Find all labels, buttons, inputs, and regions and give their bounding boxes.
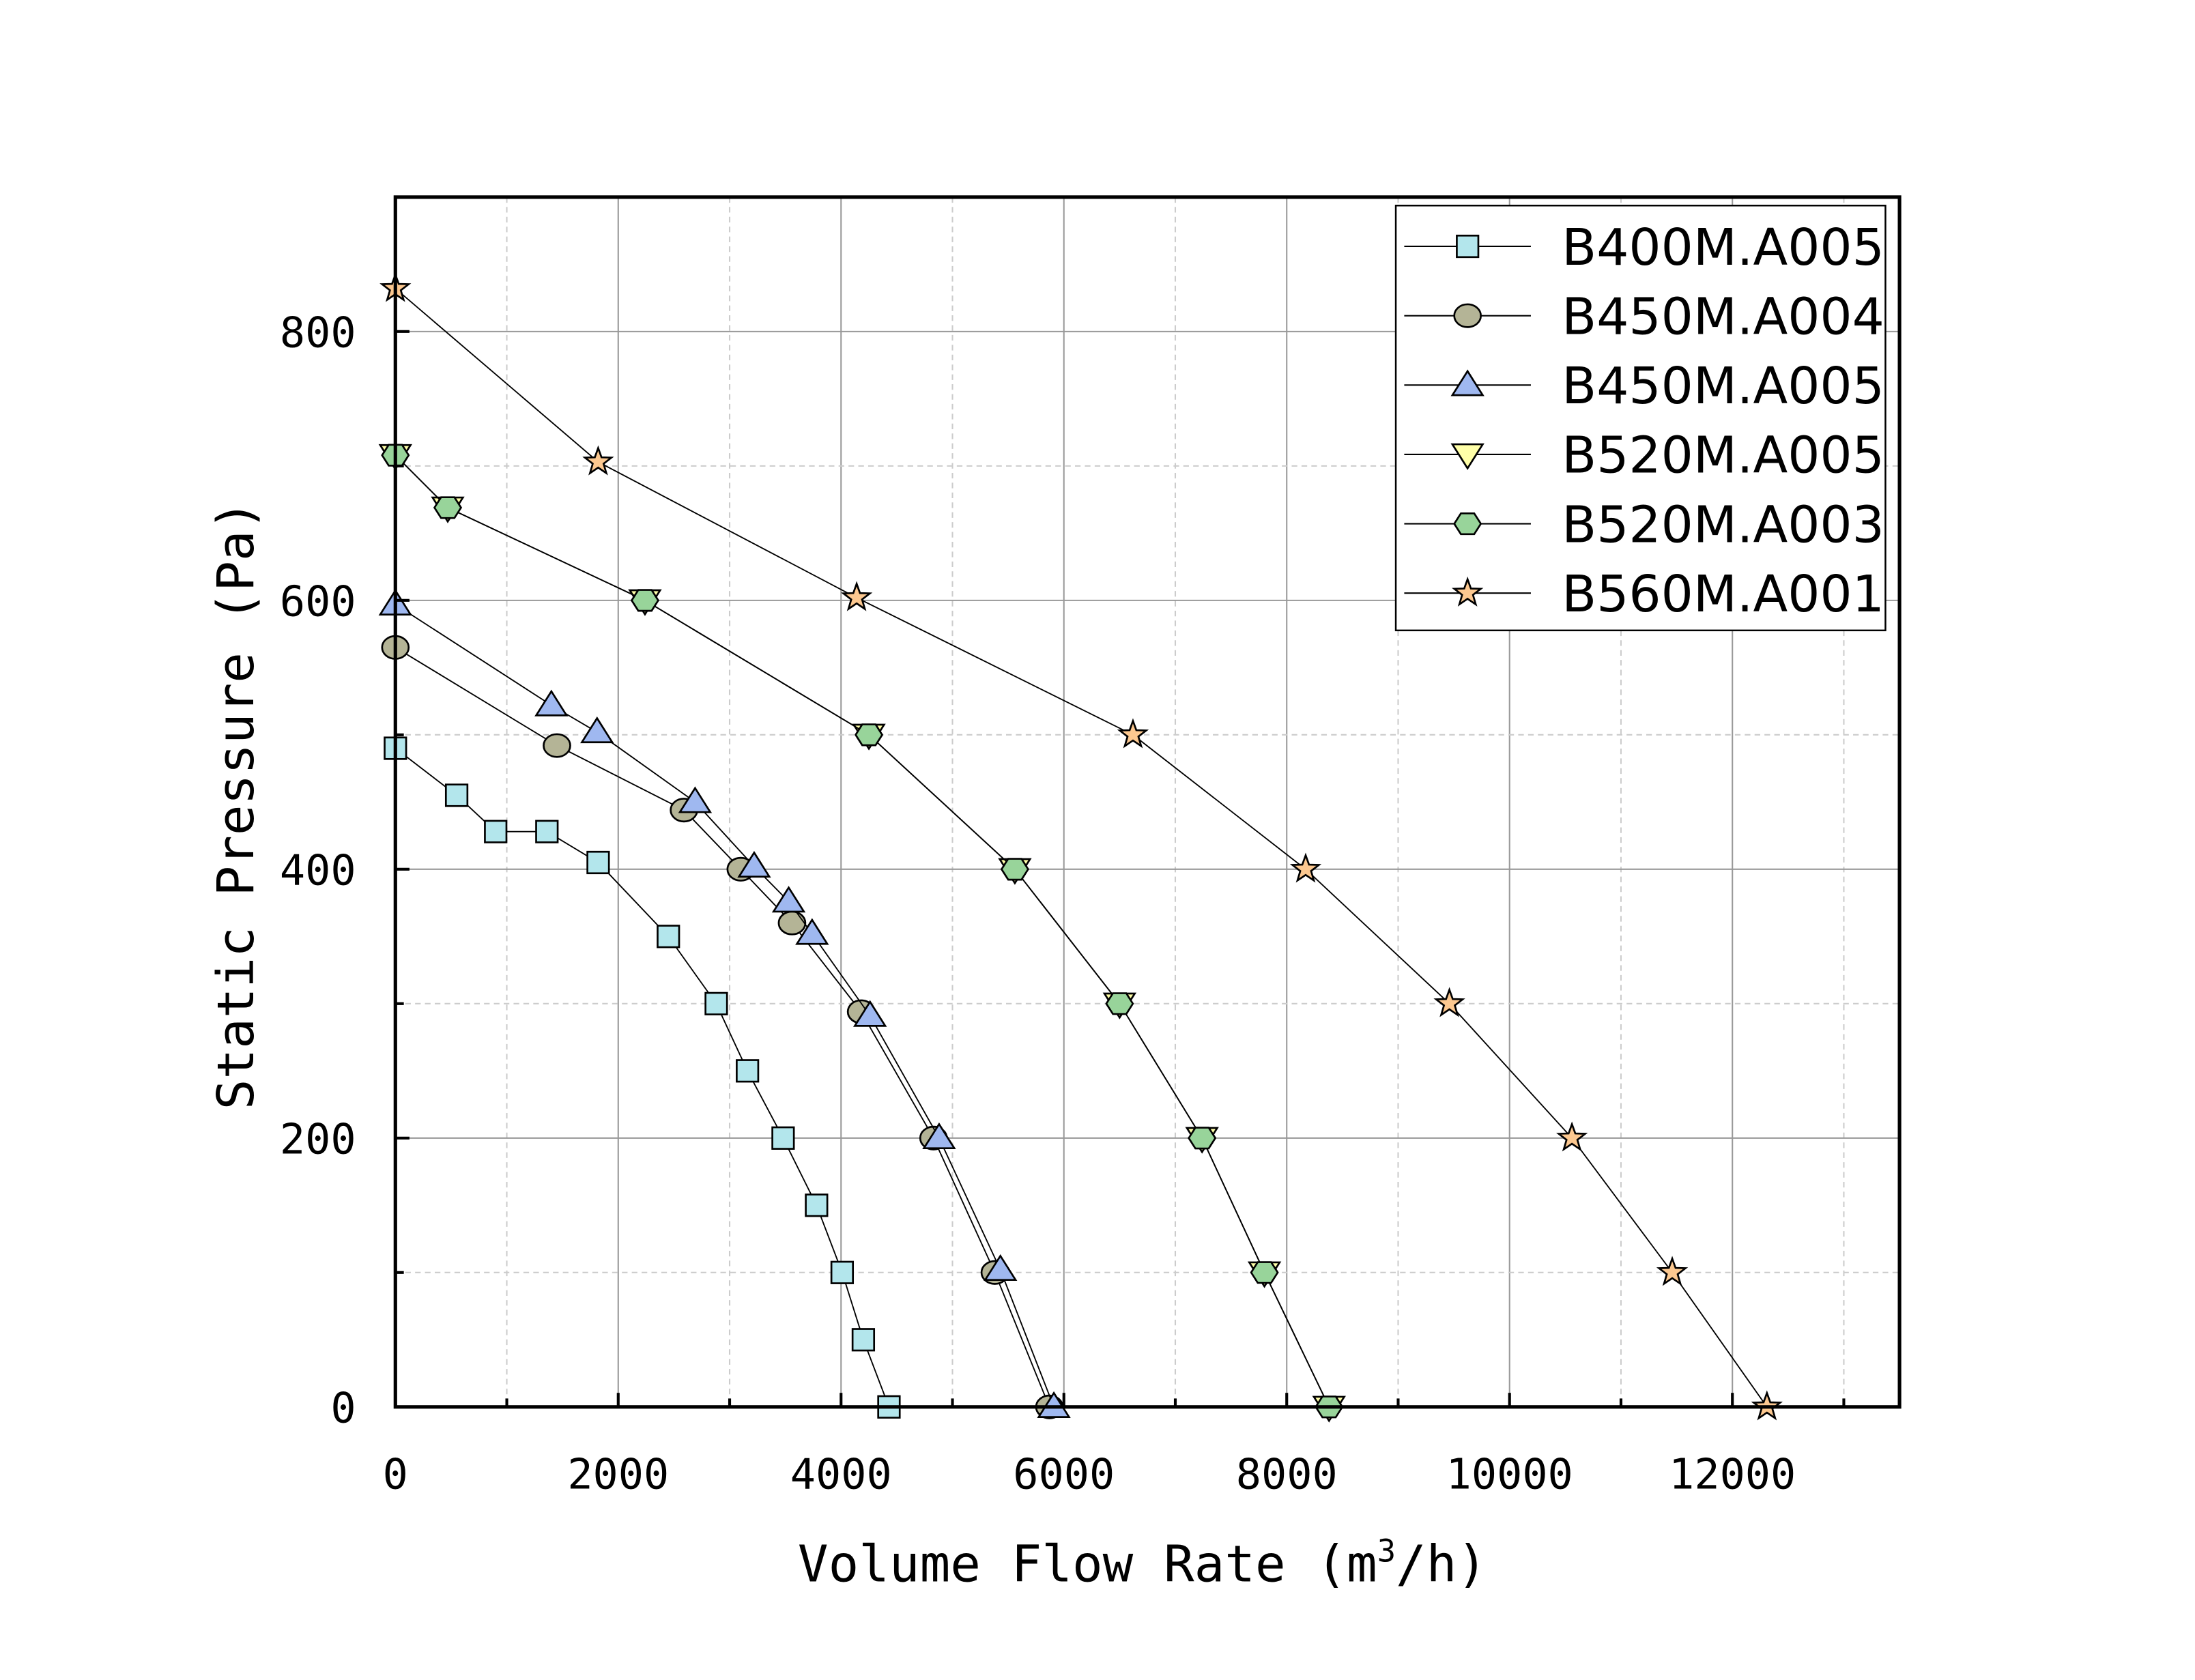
data-point (433, 496, 463, 519)
data-point (830, 1260, 855, 1284)
x-tick-label: 12000 (1669, 1449, 1796, 1498)
data-point (771, 1126, 795, 1150)
plot-frame (393, 195, 1902, 1409)
x-axis-label: Volume Flow Rate (m3/h) (798, 1533, 1487, 1594)
legend-marker (1453, 512, 1482, 536)
series-B400M.A005 (384, 736, 901, 1419)
data-point (984, 1254, 1018, 1281)
series-B450M.A005 (378, 588, 1071, 1418)
legend-marker (1452, 576, 1484, 607)
data-point (704, 991, 728, 1015)
x-tick-label: 8000 (1236, 1449, 1338, 1498)
x-tick-label: 0 (383, 1449, 408, 1498)
legend-label: B560M.A001 (1562, 564, 1884, 624)
data-point (1250, 1261, 1279, 1284)
data-point (737, 850, 771, 878)
data-point (657, 925, 680, 948)
data-point (543, 733, 571, 758)
data-point (851, 1328, 876, 1352)
data-point (777, 910, 807, 936)
data-point (922, 1122, 956, 1150)
legend-label: B400M.A005 (1562, 218, 1884, 277)
data-point (1656, 1256, 1689, 1286)
data-point (1105, 992, 1134, 1015)
legend-marker (1456, 234, 1480, 259)
data-point (1289, 852, 1322, 883)
data-point (1117, 718, 1149, 749)
series-B520M.A005 (378, 444, 1346, 1423)
data-point (1433, 987, 1465, 1017)
y-tick-label: 400 (280, 846, 356, 895)
legend-label: B450M.A004 (1562, 287, 1884, 346)
legend-label: B450M.A005 (1562, 356, 1884, 416)
data-point (736, 1059, 760, 1083)
data-point (580, 716, 614, 744)
series-B520M.A003 (381, 444, 1344, 1419)
data-point (795, 918, 829, 945)
data-point (678, 786, 713, 813)
legend-box (1394, 205, 1886, 632)
legend-marker (1453, 303, 1482, 328)
data-point (444, 783, 469, 807)
series-line (394, 747, 890, 1408)
data-point (1555, 1121, 1588, 1152)
data-point (805, 1193, 829, 1217)
data-point (534, 689, 569, 716)
series-B560M.A001 (379, 272, 1783, 1421)
series-layer (378, 272, 1783, 1423)
x-tick-label: 2000 (567, 1449, 669, 1498)
x-tick-label: 4000 (790, 1449, 892, 1498)
data-point (535, 820, 559, 843)
legend-label: B520M.A003 (1562, 495, 1884, 554)
y-tick-label: 200 (280, 1114, 356, 1163)
data-point (586, 850, 610, 875)
y-tick-label: 800 (280, 308, 356, 358)
data-point (840, 581, 873, 611)
data-point (582, 445, 614, 476)
data-point (853, 1000, 887, 1027)
y-tick-label: 600 (280, 577, 356, 626)
series-line (394, 647, 1050, 1408)
data-point (1188, 1127, 1217, 1150)
x-tick-label: 6000 (1013, 1449, 1115, 1498)
data-point (1000, 858, 1029, 881)
y-tick-label: 0 (330, 1383, 356, 1432)
legend: B400M.A005 B450M.A004 B450M.A005 B520M.A005… (1394, 205, 1886, 632)
data-point (630, 589, 660, 612)
axis-ticks: 0 2000 4000 6000 8000 10000 12000 0 200 400 600 800 (280, 308, 1846, 1498)
y-axis-label: Static Pressure (Pa) (206, 500, 266, 1110)
legend-marker (1450, 443, 1484, 470)
data-point (1037, 1391, 1071, 1418)
data-point (855, 723, 884, 747)
legend-label: B520M.A005 (1562, 426, 1884, 485)
series-B450M.A004 (381, 635, 1064, 1419)
x-tick-label: 10000 (1446, 1449, 1573, 1498)
data-point (771, 886, 806, 913)
legend-marker (1450, 369, 1484, 396)
data-point (484, 820, 508, 843)
